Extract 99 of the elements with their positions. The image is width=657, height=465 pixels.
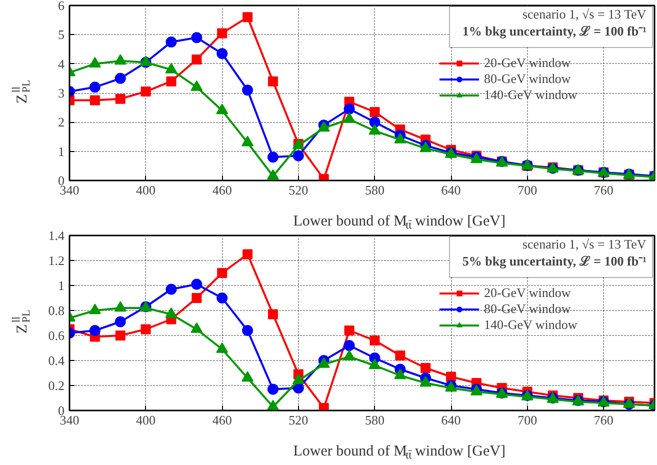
point	[242, 84, 254, 96]
point	[292, 374, 304, 384]
point	[368, 124, 381, 135]
point	[266, 169, 279, 180]
annotation: scenario 1, √s = 13 TeV	[522, 6, 647, 22]
legend-label: 80-GeV window	[484, 301, 571, 317]
point	[190, 80, 203, 91]
point	[190, 322, 203, 333]
x-tick-label: 520	[288, 412, 308, 428]
point	[192, 54, 202, 64]
point	[242, 325, 254, 336]
x-tick-label: 460	[212, 412, 232, 428]
point	[216, 342, 228, 353]
point	[140, 86, 151, 97]
x-tick-label: 520	[288, 182, 308, 198]
x-tick-label: 460	[212, 182, 232, 198]
point	[267, 152, 278, 163]
point	[369, 116, 380, 128]
point	[370, 106, 380, 117]
point	[217, 268, 228, 278]
point	[191, 32, 202, 44]
point	[343, 112, 356, 123]
y-tick-label: 2	[58, 114, 64, 130]
point	[368, 358, 381, 370]
point	[394, 368, 406, 380]
annotation: 5% bkg uncertainty, ℒ = 100 fb⁻¹	[462, 254, 647, 268]
point	[114, 316, 126, 328]
y-tick-label: 5	[58, 27, 64, 42]
point	[242, 371, 254, 382]
point	[89, 325, 100, 336]
point	[165, 307, 178, 318]
point	[344, 340, 355, 351]
y-tick-label: 1.4	[48, 228, 65, 243]
point	[242, 12, 253, 22]
legend-label: 140-GeV window	[484, 87, 578, 103]
x-tick-label: 400	[136, 182, 156, 198]
point	[191, 278, 202, 290]
point	[268, 309, 278, 320]
y-tick-label: 1	[58, 278, 64, 293]
y-tick-label: 3	[58, 86, 64, 100]
point	[216, 48, 228, 60]
point	[166, 36, 177, 48]
annotation: 1% bkg uncertainty, ℒ = 100 fb⁻¹	[462, 24, 647, 38]
point	[88, 56, 101, 68]
point	[268, 76, 278, 86]
x-tick-label: 640	[441, 182, 461, 198]
y-tick-label: 0.8	[48, 303, 64, 318]
x-tick-label: 760	[594, 182, 614, 198]
y-axis-title: ZllPL	[10, 80, 32, 104]
point	[140, 324, 151, 334]
point	[165, 62, 178, 74]
y-tick-label: 0.2	[48, 378, 64, 393]
x-tick-label: 580	[364, 182, 384, 198]
legend-label: 20-GeV window	[484, 285, 571, 301]
point	[370, 336, 380, 346]
point	[420, 376, 432, 387]
legend-label: 20-GeV window	[484, 55, 571, 71]
point	[216, 292, 228, 304]
point	[115, 330, 126, 340]
point	[292, 150, 304, 162]
x-tick-label: 580	[364, 412, 384, 428]
y-tick-label: 6	[58, 0, 65, 13]
y-tick-label: 0.4	[48, 353, 65, 368]
point	[217, 28, 228, 38]
point	[266, 400, 279, 410]
point	[115, 94, 126, 104]
point	[114, 301, 126, 312]
legend-label: 80-GeV window	[484, 71, 571, 87]
y-axis-title: ZllPL	[10, 310, 32, 334]
point	[114, 54, 126, 65]
point	[242, 136, 254, 146]
point	[343, 350, 356, 360]
point	[318, 403, 329, 410]
legend-label: 140-GeV window	[484, 317, 578, 333]
x-tick-label: 400	[136, 412, 156, 428]
point	[166, 76, 176, 86]
point	[395, 350, 406, 360]
point	[344, 104, 355, 115]
point	[89, 82, 100, 93]
y-tick-label: 1.2	[48, 253, 64, 268]
point	[88, 304, 101, 314]
point	[420, 363, 431, 373]
y-tick-label: 0.6	[48, 328, 65, 343]
x-tick-label: 700	[518, 412, 538, 428]
y-tick-label: 1	[58, 144, 64, 159]
point	[267, 384, 278, 395]
x-tick-label: 760	[594, 412, 614, 428]
y-tick-label: 4	[58, 56, 65, 72]
point	[394, 132, 406, 144]
annotation: scenario 1, √s = 13 TeV	[522, 236, 647, 252]
point	[216, 104, 228, 114]
point	[90, 95, 100, 106]
point	[192, 293, 202, 303]
point	[114, 72, 126, 84]
x-tick-label: 640	[441, 412, 461, 428]
point	[166, 284, 177, 295]
point	[242, 249, 253, 260]
x-tick-label: 700	[518, 182, 538, 198]
point	[344, 326, 354, 336]
